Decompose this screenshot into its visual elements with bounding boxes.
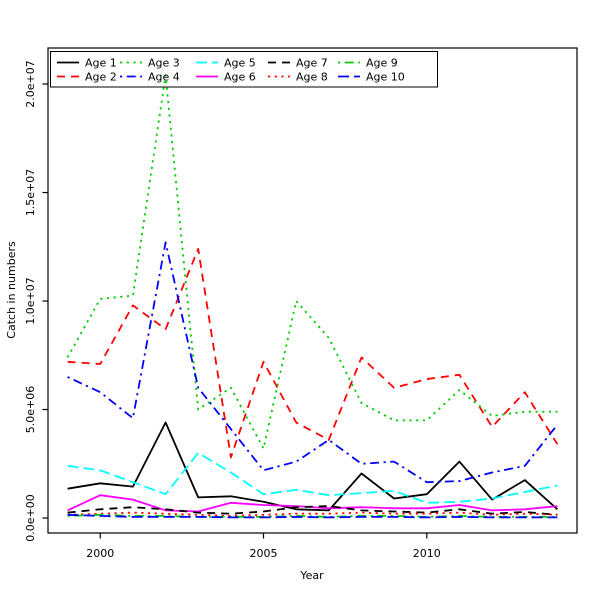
series-lines xyxy=(66,74,559,519)
legend-label-age-9: Age 9 xyxy=(366,57,398,70)
legend-entry-age-8: Age 8 xyxy=(268,71,328,84)
legend-label-age-10: Age 10 xyxy=(366,71,405,84)
y-tick-label-1.0e+07: 1.0e+07 xyxy=(24,277,37,324)
series-line-age-10 xyxy=(67,513,558,519)
series-line-age-9 xyxy=(67,513,558,518)
x-tick-label-2010: 2010 xyxy=(413,547,441,560)
series-line-age-2 xyxy=(67,247,559,459)
series-line-age-8 xyxy=(67,511,558,517)
plot-area-border xyxy=(47,47,578,534)
legend-entry-age-2: Age 2 xyxy=(57,71,117,84)
legend-entry-age-3: Age 3 xyxy=(120,57,180,70)
series-line-age-1 xyxy=(67,421,559,512)
legend-label-age-7: Age 7 xyxy=(296,57,328,70)
series-line-age-3 xyxy=(66,74,558,450)
legend-entry-age-9: Age 9 xyxy=(338,57,398,70)
y-tick-label-0.0e+00: 0.0e+00 xyxy=(24,494,37,541)
legend-entry-age-1: Age 1 xyxy=(57,57,117,70)
series-line-age-4 xyxy=(67,241,559,484)
y-axis: 0.0e+00 5.0e+06 1.0e+07 1.5e+07 2.0e+07 xyxy=(24,60,48,542)
x-tick-label-2005: 2005 xyxy=(250,547,278,560)
series-line-age-5 xyxy=(67,451,558,504)
y-tick-label-2.0e+07: 2.0e+07 xyxy=(24,60,37,107)
y-tick-label-1.5e+07: 1.5e+07 xyxy=(24,169,37,216)
legend-entry-age-6: Age 6 xyxy=(196,71,256,84)
series-line-age-7 xyxy=(67,505,558,516)
x-axis-title: Year xyxy=(299,569,324,582)
legend-label-age-2: Age 2 xyxy=(85,71,117,84)
x-tick-label-2000: 2000 xyxy=(86,547,114,560)
legend-entry-age-4: Age 4 xyxy=(120,71,180,84)
x-axis: 2000 2005 2010 xyxy=(86,533,441,560)
legend-label-age-4: Age 4 xyxy=(148,71,180,84)
legend-label-age-3: Age 3 xyxy=(148,57,180,70)
y-tick-label-5.0e+06: 5.0e+06 xyxy=(24,386,37,433)
legend-label-age-1: Age 1 xyxy=(85,57,117,70)
legend-label-age-6: Age 6 xyxy=(224,71,256,84)
legend-entry-age-7: Age 7 xyxy=(268,57,328,70)
y-axis-title: Catch in numbers xyxy=(5,241,18,339)
legend-label-age-8: Age 8 xyxy=(296,71,328,84)
legend-label-age-5: Age 5 xyxy=(224,57,256,70)
legend-entry-age-5: Age 5 xyxy=(196,57,256,70)
legend-border xyxy=(50,51,438,88)
legend-entry-age-10: Age 10 xyxy=(338,71,405,84)
